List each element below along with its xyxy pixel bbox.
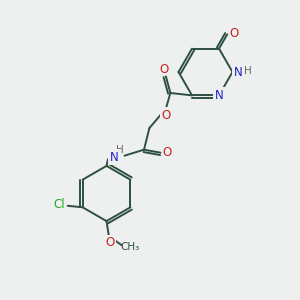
Text: O: O	[160, 63, 169, 76]
Text: O: O	[161, 109, 170, 122]
Text: N: N	[233, 65, 242, 79]
Text: Cl: Cl	[53, 198, 65, 211]
Text: N: N	[110, 151, 118, 164]
Text: O: O	[163, 146, 172, 159]
Text: CH₃: CH₃	[120, 242, 140, 252]
Text: O: O	[106, 236, 115, 249]
Text: H: H	[116, 145, 124, 155]
Text: N: N	[214, 89, 224, 102]
Text: O: O	[229, 27, 239, 40]
Text: H: H	[244, 65, 251, 76]
